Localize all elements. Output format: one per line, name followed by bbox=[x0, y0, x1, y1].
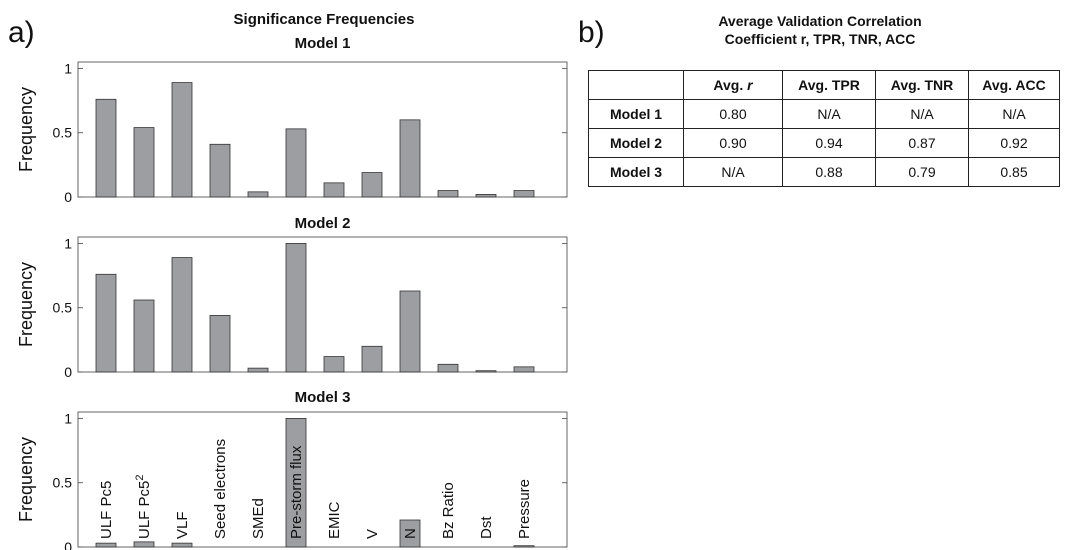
y-axis-label: Frequency bbox=[16, 437, 36, 522]
y-tick-label: 0.5 bbox=[53, 475, 73, 491]
metrics-table: Avg. r Avg. TPR Avg. TNR Avg. ACC Model … bbox=[588, 70, 1060, 187]
y-axis-label: Frequency bbox=[16, 262, 36, 347]
cell-avg-tpr: 0.88 bbox=[782, 157, 876, 187]
bar bbox=[95, 273, 117, 373]
table-title-line-2: Coefficient r, TPR, TNR, ACC bbox=[724, 31, 916, 47]
row-label: Model 1 bbox=[588, 99, 684, 129]
header-cell-avg-r: Avg. r bbox=[683, 70, 783, 100]
bar bbox=[513, 190, 535, 198]
y-tick-label: 0.5 bbox=[53, 300, 73, 316]
cell-avg-tpr: N/A bbox=[782, 99, 876, 129]
cell-avg-acc: 0.85 bbox=[968, 157, 1060, 187]
plot-area bbox=[77, 61, 568, 198]
bar bbox=[247, 367, 269, 373]
table-row-model-2: Model 2 0.90 0.94 0.87 0.92 bbox=[588, 128, 1060, 158]
r-symbol: r bbox=[747, 77, 753, 93]
cell-avg-tnr: 0.79 bbox=[875, 157, 969, 187]
chart-title: Model 1 bbox=[295, 35, 351, 52]
cell-avg-acc: N/A bbox=[968, 99, 1060, 129]
y-tick-label: 0 bbox=[64, 539, 72, 550]
chart-model-3: Model 3 0 0.5 1 Frequency ULF Pc5 ULF Pc52 VLF S… bbox=[16, 389, 568, 550]
row-label: Model 2 bbox=[588, 128, 684, 158]
panel-letter-b: b) bbox=[578, 16, 605, 49]
bar bbox=[133, 127, 155, 198]
table-title: Average Validation Correlation Coefficie… bbox=[620, 12, 1020, 48]
bar bbox=[247, 191, 269, 198]
y-tick-label: 1 bbox=[64, 235, 72, 251]
category-label: EMIC bbox=[326, 501, 343, 539]
bar bbox=[513, 366, 535, 373]
cell-avg-acc: 0.92 bbox=[968, 128, 1060, 158]
cell-avg-r: 0.80 bbox=[683, 99, 783, 129]
category-label: SMEd bbox=[250, 498, 267, 539]
bar bbox=[133, 541, 155, 548]
category-label: Pre-storm flux bbox=[288, 445, 305, 539]
cell-avg-r: 0.90 bbox=[683, 128, 783, 158]
chart-title: Model 2 bbox=[295, 215, 351, 232]
bar bbox=[95, 98, 117, 198]
plot-area bbox=[77, 236, 568, 373]
category-label: V bbox=[364, 529, 381, 539]
header-cell-avg-acc: Avg. ACC bbox=[968, 70, 1060, 100]
bar bbox=[285, 243, 307, 373]
bar bbox=[285, 128, 307, 198]
category-label: VLF bbox=[174, 511, 191, 539]
bar bbox=[361, 172, 383, 198]
category-label: Pressure bbox=[516, 479, 533, 539]
bar bbox=[399, 290, 421, 373]
bar bbox=[285, 418, 307, 548]
bar bbox=[513, 545, 535, 548]
chart-title: Model 3 bbox=[295, 389, 351, 406]
chart-model-1: Model 1 0 0.5 1 Frequency bbox=[16, 35, 568, 205]
table-header-row: Avg. r Avg. TPR Avg. TNR Avg. ACC bbox=[588, 70, 1060, 100]
cell-avg-tnr: 0.87 bbox=[875, 128, 969, 158]
bar bbox=[133, 299, 155, 373]
category-label: Seed electrons bbox=[212, 439, 229, 539]
y-tick-label: 0.5 bbox=[53, 125, 73, 141]
bar bbox=[171, 82, 193, 198]
bar bbox=[171, 542, 193, 548]
category-label: Dst bbox=[478, 516, 495, 539]
y-tick-label: 1 bbox=[64, 60, 72, 76]
bar bbox=[95, 542, 117, 548]
bar bbox=[399, 119, 421, 198]
table-row-model-3: Model 3 N/A 0.88 0.79 0.85 bbox=[588, 157, 1060, 187]
chart-model-2: Model 2 0 0.5 1 Frequency bbox=[16, 215, 568, 380]
bar bbox=[323, 182, 345, 198]
header-cell-avg-tpr: Avg. TPR bbox=[782, 70, 876, 100]
cell-avg-r: N/A bbox=[683, 157, 783, 187]
y-tick-label: 1 bbox=[64, 410, 72, 426]
y-tick-label: 0 bbox=[64, 189, 72, 205]
table-row-model-1: Model 1 0.80 N/A N/A N/A bbox=[588, 99, 1060, 129]
bar bbox=[399, 519, 421, 548]
panel-letter-a: a) bbox=[8, 16, 35, 49]
row-label: Model 3 bbox=[588, 157, 684, 187]
bar bbox=[323, 356, 345, 373]
bar bbox=[475, 370, 497, 373]
cell-avg-tpr: 0.94 bbox=[782, 128, 876, 158]
table-title-line-1: Average Validation Correlation bbox=[718, 13, 922, 29]
bar bbox=[209, 315, 231, 373]
header-cell-avg-tnr: Avg. TNR bbox=[875, 70, 969, 100]
header-cell-empty bbox=[588, 70, 684, 100]
bar bbox=[437, 363, 459, 373]
bar bbox=[437, 190, 459, 198]
cell-avg-tnr: N/A bbox=[875, 99, 969, 129]
bar bbox=[171, 257, 193, 373]
plot-area bbox=[77, 411, 568, 548]
figure-title: Significance Frequencies bbox=[234, 11, 415, 28]
category-label: N bbox=[402, 528, 419, 539]
bar bbox=[475, 194, 497, 198]
bar-charts: Model 1 0 0.5 1 Frequency Model 2 0 0.5 1 Frequen… bbox=[16, 35, 568, 550]
superscript: 2 bbox=[134, 475, 146, 481]
y-tick-label: 0 bbox=[64, 364, 72, 380]
y-axis-label: Frequency bbox=[16, 87, 36, 172]
category-label: ULF Pc5 bbox=[98, 481, 115, 539]
bar bbox=[209, 143, 231, 198]
bar bbox=[361, 345, 383, 373]
category-label: ULF Pc52 bbox=[134, 475, 153, 539]
category-label: Bz Ratio bbox=[440, 482, 457, 539]
